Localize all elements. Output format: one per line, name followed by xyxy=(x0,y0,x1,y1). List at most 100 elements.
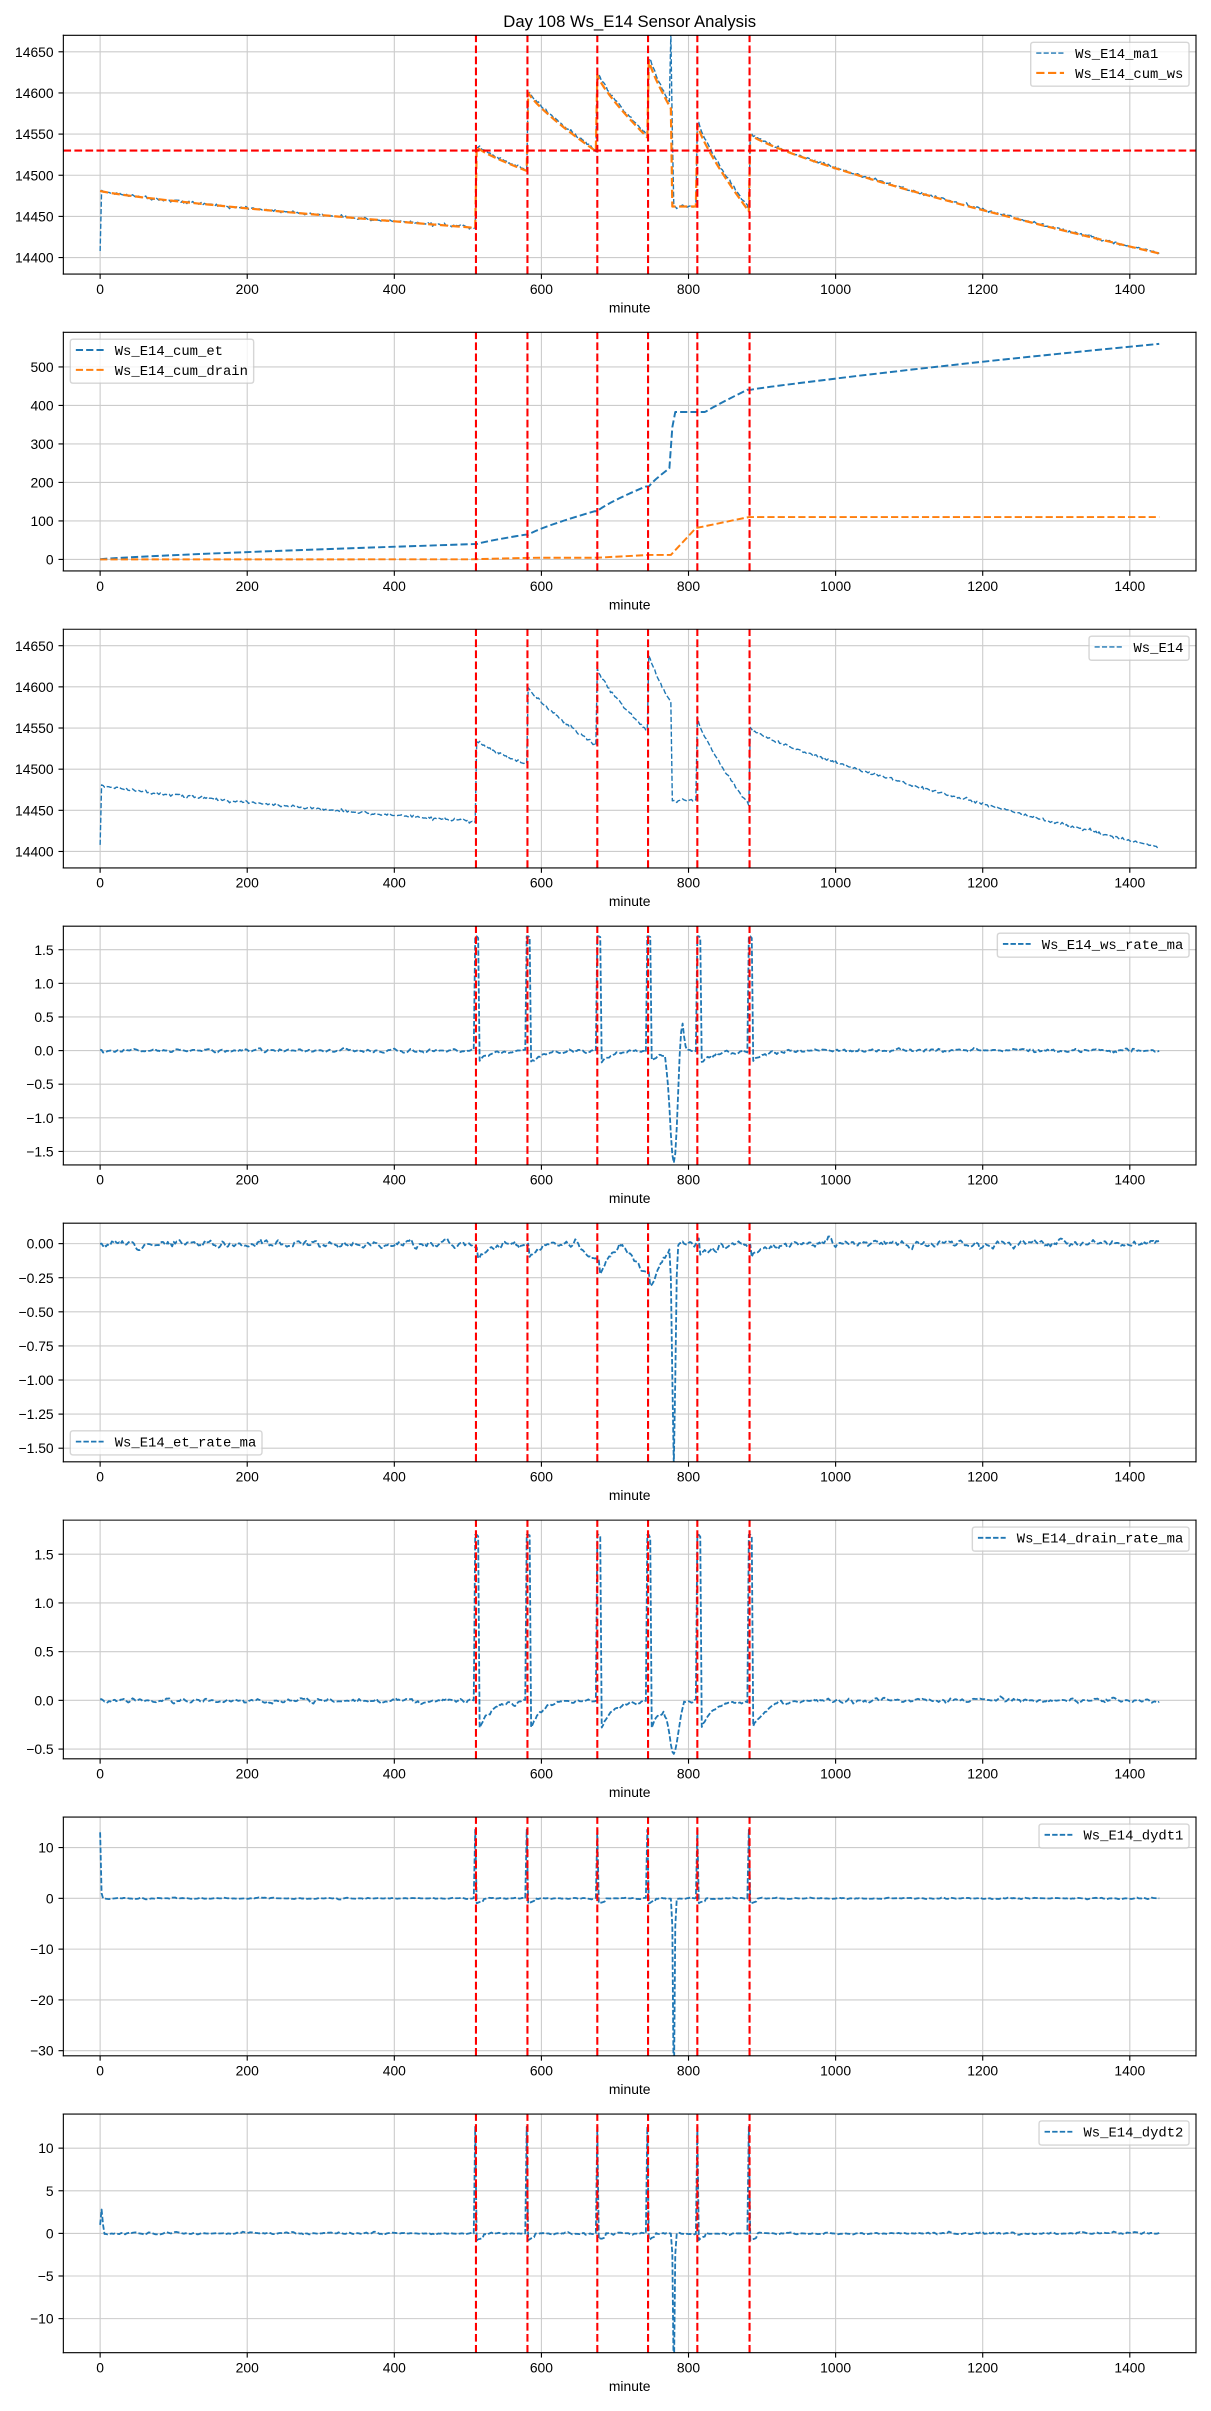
svg-text:1000: 1000 xyxy=(820,281,851,297)
svg-text:800: 800 xyxy=(677,1469,700,1485)
svg-text:minute: minute xyxy=(609,893,651,909)
svg-text:1000: 1000 xyxy=(820,2360,851,2376)
svg-text:minute: minute xyxy=(609,2081,651,2097)
svg-text:400: 400 xyxy=(383,578,406,594)
svg-text:400: 400 xyxy=(383,1766,406,1782)
svg-text:−0.5: −0.5 xyxy=(26,1076,54,1092)
svg-text:400: 400 xyxy=(383,2063,406,2079)
svg-text:1400: 1400 xyxy=(1114,875,1145,891)
svg-text:minute: minute xyxy=(609,1487,651,1503)
svg-text:200: 200 xyxy=(236,281,259,297)
svg-text:−0.25: −0.25 xyxy=(19,1270,54,1286)
svg-text:10: 10 xyxy=(38,1840,54,1856)
svg-text:600: 600 xyxy=(530,2063,553,2079)
svg-text:10: 10 xyxy=(38,2140,54,2156)
svg-text:400: 400 xyxy=(383,281,406,297)
svg-text:Ws_E14_ws_rate_ma: Ws_E14_ws_rate_ma xyxy=(1042,938,1184,954)
svg-text:Ws_E14: Ws_E14 xyxy=(1133,641,1183,657)
svg-text:14400: 14400 xyxy=(15,844,54,860)
svg-text:−0.5: −0.5 xyxy=(26,1741,54,1757)
svg-text:100: 100 xyxy=(30,513,53,529)
svg-text:14600: 14600 xyxy=(15,85,54,101)
svg-text:Ws_E14_dydt1: Ws_E14_dydt1 xyxy=(1083,1829,1183,1845)
svg-text:−1.50: −1.50 xyxy=(19,1440,54,1456)
svg-text:800: 800 xyxy=(677,578,700,594)
svg-text:Ws_E14_drain_rate_ma: Ws_E14_drain_rate_ma xyxy=(1017,1532,1184,1548)
svg-text:−10: −10 xyxy=(30,1941,54,1957)
svg-text:200: 200 xyxy=(236,2063,259,2079)
svg-text:1400: 1400 xyxy=(1114,2063,1145,2079)
svg-text:−30: −30 xyxy=(30,2043,54,2059)
svg-text:Ws_E14_cum_drain: Ws_E14_cum_drain xyxy=(115,364,248,380)
svg-text:1.5: 1.5 xyxy=(34,942,54,958)
svg-text:400: 400 xyxy=(30,397,53,413)
svg-text:600: 600 xyxy=(530,1766,553,1782)
svg-text:Ws_E14_dydt2: Ws_E14_dydt2 xyxy=(1083,2126,1183,2142)
svg-text:1400: 1400 xyxy=(1114,1766,1145,1782)
svg-text:1200: 1200 xyxy=(967,875,998,891)
svg-text:1.0: 1.0 xyxy=(34,1595,54,1611)
svg-text:14550: 14550 xyxy=(15,126,54,142)
svg-text:800: 800 xyxy=(677,875,700,891)
svg-text:−1.00: −1.00 xyxy=(19,1372,54,1388)
svg-text:minute: minute xyxy=(609,596,651,612)
svg-text:14600: 14600 xyxy=(15,679,54,695)
svg-text:0: 0 xyxy=(46,2225,54,2241)
svg-text:−1.25: −1.25 xyxy=(19,1406,54,1422)
svg-text:−1.0: −1.0 xyxy=(26,1110,54,1126)
svg-text:1200: 1200 xyxy=(967,1172,998,1188)
svg-text:800: 800 xyxy=(677,1766,700,1782)
svg-text:200: 200 xyxy=(236,2360,259,2376)
svg-text:1000: 1000 xyxy=(820,875,851,891)
svg-text:0: 0 xyxy=(96,1766,104,1782)
svg-text:600: 600 xyxy=(530,1469,553,1485)
svg-text:1200: 1200 xyxy=(967,1766,998,1782)
svg-text:Ws_E14_cum_et: Ws_E14_cum_et xyxy=(115,344,223,360)
svg-text:minute: minute xyxy=(609,2378,651,2394)
svg-text:0.00: 0.00 xyxy=(27,1236,54,1252)
svg-text:300: 300 xyxy=(30,436,53,452)
svg-text:0.0: 0.0 xyxy=(34,1692,54,1708)
svg-text:−0.75: −0.75 xyxy=(19,1338,54,1354)
svg-text:1000: 1000 xyxy=(820,1172,851,1188)
svg-text:1000: 1000 xyxy=(820,578,851,594)
svg-text:1200: 1200 xyxy=(967,1469,998,1485)
svg-text:0.0: 0.0 xyxy=(34,1043,54,1059)
svg-text:200: 200 xyxy=(236,1469,259,1485)
svg-text:800: 800 xyxy=(677,1172,700,1188)
svg-text:0: 0 xyxy=(96,281,104,297)
svg-text:0: 0 xyxy=(46,1890,54,1906)
svg-text:600: 600 xyxy=(530,875,553,891)
svg-text:1200: 1200 xyxy=(967,578,998,594)
svg-text:200: 200 xyxy=(236,578,259,594)
svg-text:Day 108 Ws_E14 Sensor Analysis: Day 108 Ws_E14 Sensor Analysis xyxy=(503,12,756,31)
svg-text:600: 600 xyxy=(530,578,553,594)
svg-text:200: 200 xyxy=(236,875,259,891)
svg-text:Ws_E14_ma1: Ws_E14_ma1 xyxy=(1075,47,1158,63)
svg-text:800: 800 xyxy=(677,2360,700,2376)
svg-text:1200: 1200 xyxy=(967,281,998,297)
svg-text:0: 0 xyxy=(96,875,104,891)
svg-text:−0.50: −0.50 xyxy=(19,1304,54,1320)
svg-text:0: 0 xyxy=(96,2063,104,2079)
svg-text:1400: 1400 xyxy=(1114,281,1145,297)
svg-text:0: 0 xyxy=(96,2360,104,2376)
svg-text:14450: 14450 xyxy=(15,802,54,818)
svg-text:Ws_E14_cum_ws: Ws_E14_cum_ws xyxy=(1075,67,1183,83)
svg-text:minute: minute xyxy=(609,299,651,315)
svg-text:1.0: 1.0 xyxy=(34,975,54,991)
svg-text:1000: 1000 xyxy=(820,2063,851,2079)
svg-text:14400: 14400 xyxy=(15,250,54,266)
svg-text:0: 0 xyxy=(96,1469,104,1485)
svg-text:1.5: 1.5 xyxy=(34,1546,54,1562)
svg-text:200: 200 xyxy=(236,1766,259,1782)
svg-text:400: 400 xyxy=(383,2360,406,2376)
svg-text:500: 500 xyxy=(30,359,53,375)
svg-text:Ws_E14_et_rate_ma: Ws_E14_et_rate_ma xyxy=(115,1435,257,1451)
svg-text:1000: 1000 xyxy=(820,1469,851,1485)
svg-text:400: 400 xyxy=(383,1469,406,1485)
svg-text:14550: 14550 xyxy=(15,720,54,736)
svg-text:0: 0 xyxy=(96,1172,104,1188)
svg-text:1200: 1200 xyxy=(967,2063,998,2079)
svg-text:minute: minute xyxy=(609,1784,651,1800)
